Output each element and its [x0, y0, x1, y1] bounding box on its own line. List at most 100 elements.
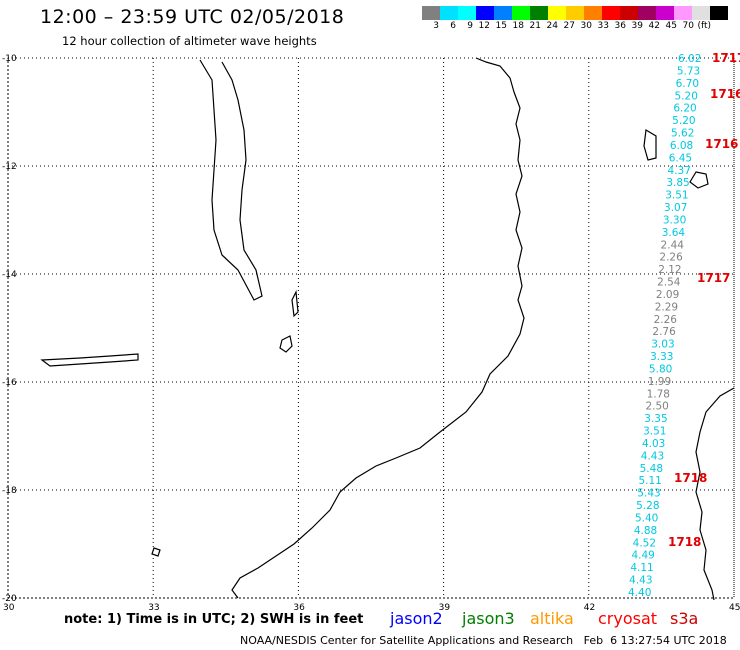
scale-label: 70: [682, 21, 694, 31]
scale-swatch: [566, 6, 584, 20]
wave-height-reading: 2.54: [657, 277, 681, 289]
pass-time-stamp: 1716: [705, 137, 738, 151]
scale-label: 24: [546, 21, 558, 31]
wave-height-reading: 4.40: [628, 587, 651, 599]
latitude-label: -18: [2, 486, 17, 496]
pass-time-stamp: 1717: [712, 51, 740, 65]
longitude-label: 36: [293, 603, 305, 613]
scale-label: 42: [648, 21, 660, 31]
scale-swatch: [674, 6, 692, 20]
pass-time-stamp: 1717: [697, 271, 730, 285]
pass-time-stamp: 1718: [668, 535, 701, 549]
wave-height-reading: 2.29: [655, 301, 678, 313]
scale-swatch: [638, 6, 656, 20]
comoros-island: [643, 129, 657, 161]
wave-height-reading: 5.28: [636, 500, 659, 512]
wave-height-reading: 5.62: [671, 128, 694, 140]
madagascar-coast: [695, 387, 735, 601]
wave-height-reading: 4.37: [668, 165, 691, 177]
scale-label: 18: [512, 21, 524, 31]
scale-label: 36: [614, 21, 626, 31]
latitude-label: -16: [2, 378, 17, 388]
wave-height-reading: 5.73: [677, 65, 700, 77]
scale-label: (ft): [697, 21, 711, 31]
latitude-label: -10: [2, 54, 17, 64]
wave-height-reading: 1.78: [647, 388, 670, 400]
wave-height-reading: 2.26: [654, 314, 678, 326]
longitude-label: 45: [729, 603, 740, 613]
wave-height-reading: 3.51: [643, 426, 666, 438]
legend-item-altika: altika: [530, 609, 574, 628]
wave-height-reading: 6.70: [676, 78, 699, 90]
scale-swatch: [494, 6, 512, 20]
wave-height-reading: 6.20: [673, 103, 696, 115]
wave-height-reading: 4.88: [634, 525, 657, 537]
scale-label: 9: [467, 21, 473, 31]
scale-swatch: [512, 6, 530, 20]
credit-line: NOAA/NESDIS Center for Satellite Applica…: [240, 634, 727, 647]
scale-swatch: [710, 6, 728, 20]
scale-label: 6: [450, 21, 456, 31]
wave-height-reading: 3.30: [663, 214, 686, 226]
wave-height-reading: 2.50: [645, 401, 668, 413]
scale-swatch: [548, 6, 566, 20]
wave-height-reading: 4.52: [633, 537, 656, 549]
scale-label: 33: [597, 21, 609, 31]
mayotte-island: [689, 171, 709, 189]
wave-height-reading: 3.35: [644, 413, 667, 425]
wave-height-reading: 5.20: [672, 115, 695, 127]
time-stamps: 1717 1716 1716 1717 1718 1718: [668, 51, 740, 549]
wave-height-reading: 6.02: [678, 53, 701, 65]
scale-label: 15: [495, 21, 507, 31]
wave-height-reading: 1.99: [648, 376, 671, 388]
legend-item-cryosat: cryosat: [598, 609, 658, 628]
wave-height-reading: 4.43: [641, 450, 664, 462]
longitude-label: 42: [584, 603, 595, 613]
wave-height-reading: 5.20: [675, 90, 698, 102]
inland-shore-west: [40, 353, 139, 367]
wave-height-reading: 5.40: [635, 512, 658, 524]
map-frame: [7, 57, 735, 599]
wave-height-reading: 3.85: [666, 177, 689, 189]
wave-height-reading: 5.11: [638, 475, 661, 487]
scale-swatch: [602, 6, 620, 20]
wave-height-reading: 2.09: [656, 289, 679, 301]
lake-island: [279, 335, 293, 353]
latitude-label: -20: [2, 594, 17, 604]
scale-swatch: [458, 6, 476, 20]
footer-note: note: 1) Time is in UTC; 2) SWH is in fe…: [64, 612, 364, 627]
scale-swatch: [620, 6, 638, 20]
map-title: 12:00 – 23:59 UTC 02/05/2018: [40, 6, 345, 28]
legend-item-jason2: jason2: [390, 609, 443, 628]
wave-height-reading: 4.11: [630, 562, 653, 574]
wave-height-reading: 3.33: [650, 351, 673, 363]
wave-height-readings: 6.025.736.705.206.205.205.626.086.454.37…: [628, 53, 701, 599]
scale-label: 39: [631, 21, 643, 31]
wave-height-reading: 3.64: [662, 227, 686, 239]
longitude-label: 39: [439, 603, 451, 613]
map-subtitle: 12 hour collection of altimeter wave hei…: [62, 34, 317, 48]
lake-malawi-shore: [199, 59, 263, 301]
scale-swatch: [656, 6, 674, 20]
wave-height-reading: 3.07: [664, 202, 687, 214]
wave-height-reading: 5.48: [640, 463, 663, 475]
scale-label: 12: [478, 21, 490, 31]
longitude-label: 30: [3, 603, 15, 613]
mainland-coast: [231, 57, 525, 599]
wave-height-reading: 2.12: [658, 264, 681, 276]
pass-time-stamp: 1718: [674, 471, 707, 485]
scale-label: 45: [665, 21, 677, 31]
lat-lon-grid: [7, 57, 735, 599]
map-border: [7, 57, 735, 599]
scale-label: 27: [563, 21, 575, 31]
wave-height-reading: 5.80: [649, 363, 672, 375]
scale-swatch: [584, 6, 602, 20]
wave-height-reading: 3.03: [651, 339, 674, 351]
small-island-b: [291, 289, 299, 318]
latitude-label: -12: [2, 162, 17, 172]
wave-height-reading: 4.03: [642, 438, 665, 450]
color-scale-labels: 3 6 9 12 15 18 21 24 27 30 33 36 39 42 45 70 (ft): [422, 21, 740, 33]
wave-height-reading: 2.44: [661, 239, 685, 251]
latitude-label: -14: [2, 270, 17, 280]
